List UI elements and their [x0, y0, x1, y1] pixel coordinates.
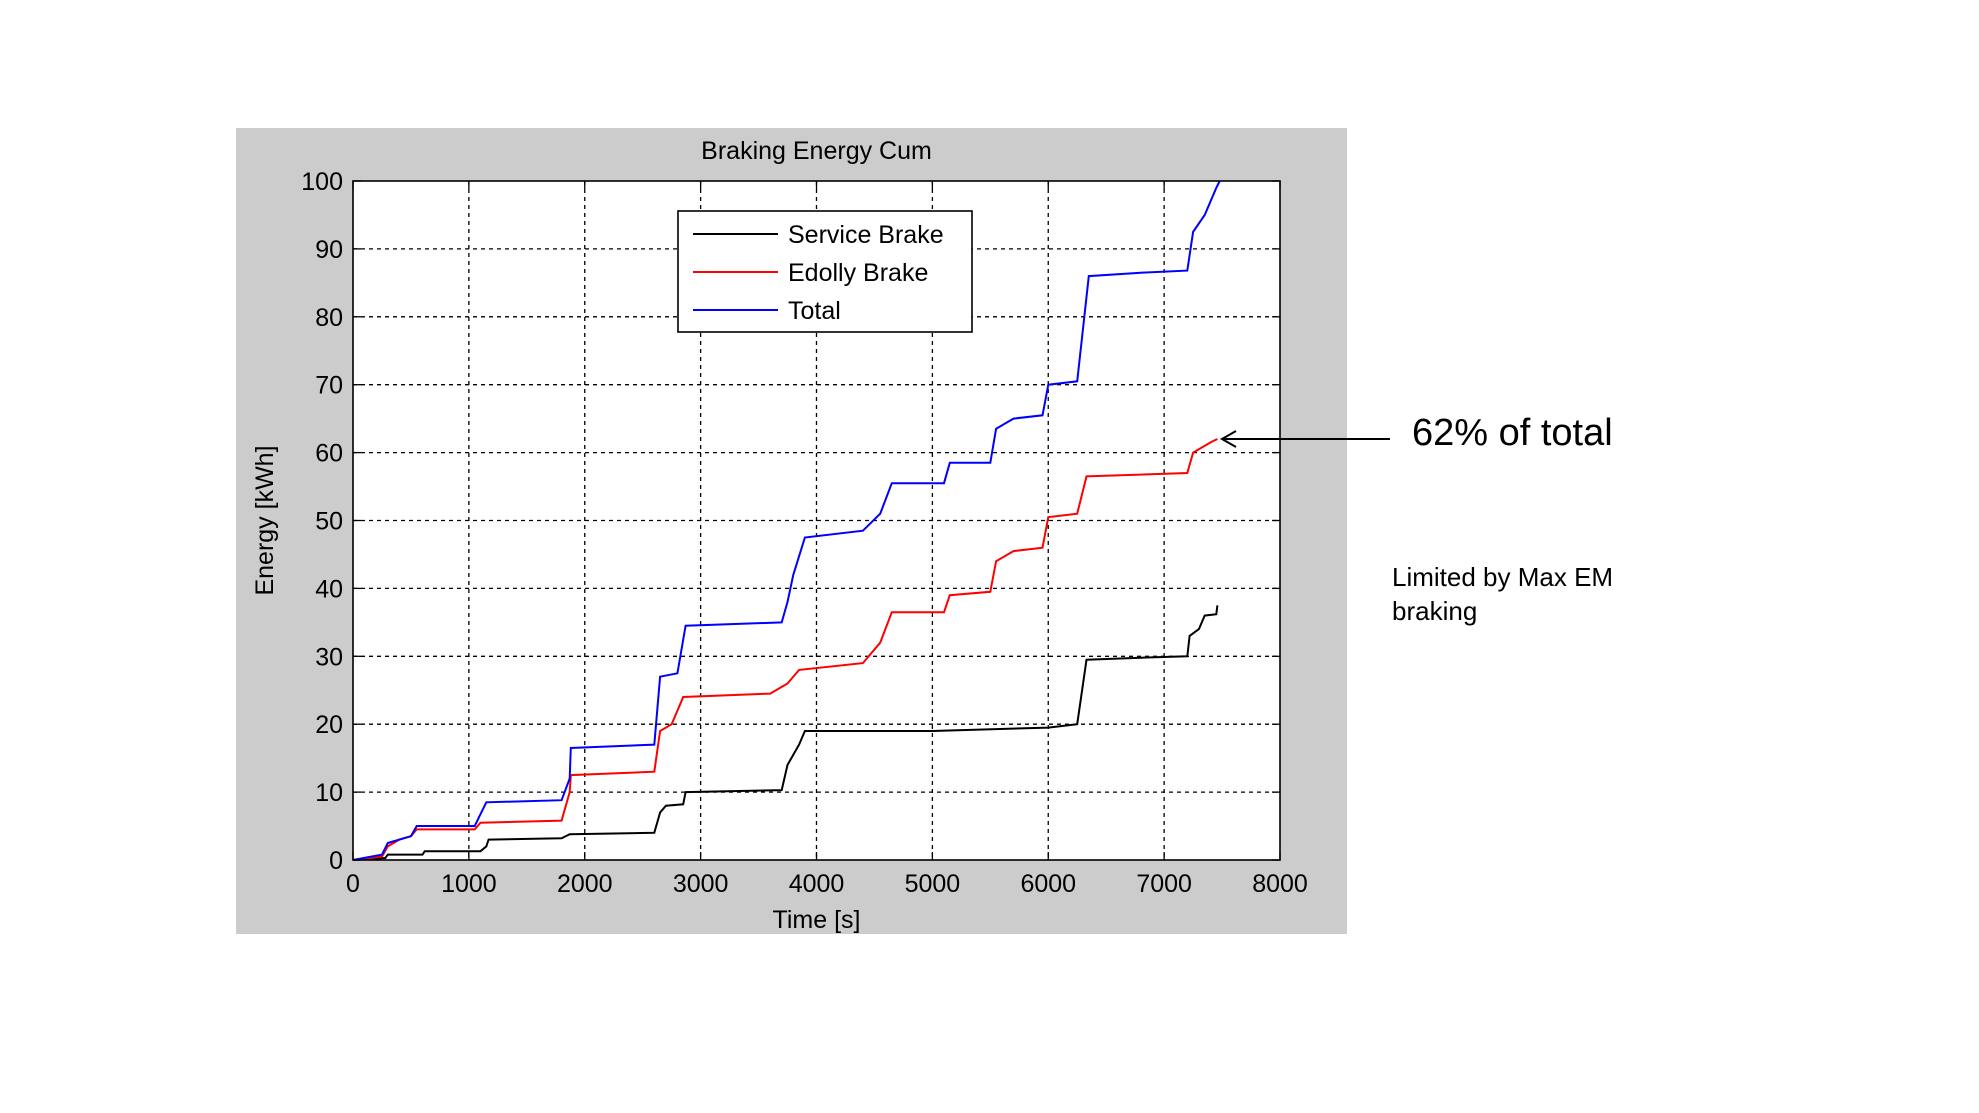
x-tick-label: 4000: [789, 870, 845, 898]
y-axis-label: Energy [kWh]: [251, 445, 279, 595]
annotation-62-percent: 62% of total: [1412, 412, 1613, 454]
x-tick-label: 1000: [441, 870, 497, 898]
y-tick-label: 10: [315, 779, 343, 807]
annotation-limited-note: Limited by Max EM braking: [1392, 562, 1614, 626]
y-tick-label: 80: [315, 304, 343, 332]
series-line-total: [352, 180, 1221, 861]
x-tick-label: 5000: [905, 870, 961, 898]
x-tick-label: 3000: [673, 870, 729, 898]
chart-svg: 0 1000 2000 3000 4000 5000 6000 7000 8000 0 10 20 30…: [251, 137, 1308, 934]
x-tick-label: 6000: [1020, 870, 1076, 898]
x-tick-label: 8000: [1252, 870, 1308, 898]
y-tick-label: 100: [301, 168, 343, 196]
y-tick-label: 90: [315, 236, 343, 264]
series-line-edolly-brake: [352, 438, 1218, 861]
legend-entry: Total: [788, 297, 841, 325]
legend-entry: Edolly Brake: [788, 259, 928, 287]
x-tick-label: 2000: [557, 870, 613, 898]
legend-entry: Service Brake: [788, 221, 944, 249]
chart-title: Braking Energy Cum: [701, 137, 932, 165]
y-tick-label: 20: [315, 711, 343, 739]
chart-figure: 0 1000 2000 3000 4000 5000 6000 7000 8000 0 10 20 30…: [236, 128, 1347, 934]
y-tick-label: 30: [315, 643, 343, 671]
x-tick-label: 0: [346, 870, 360, 898]
y-tick-label: 40: [315, 575, 343, 603]
y-tick-label: 50: [315, 508, 343, 536]
y-tick-label: 70: [315, 372, 343, 400]
y-tick-label: 0: [329, 847, 343, 875]
plot-frame: [352, 180, 1281, 861]
x-tick-label: 7000: [1136, 870, 1192, 898]
y-tick-label: 60: [315, 440, 343, 468]
series-line-service-brake: [352, 605, 1219, 861]
x-axis-label: Time [s]: [773, 906, 861, 934]
